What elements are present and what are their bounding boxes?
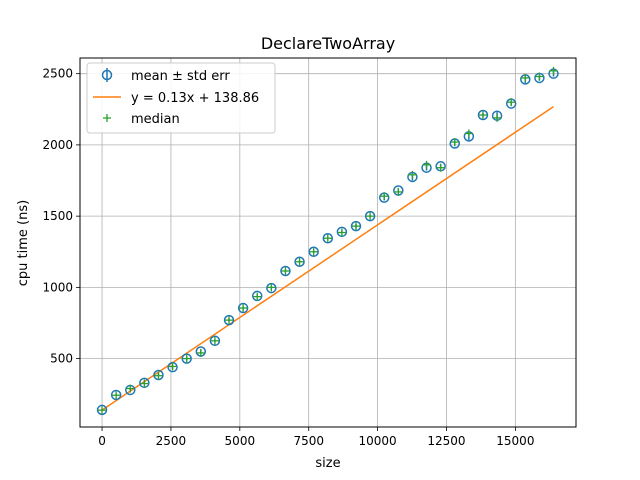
fit-line-layer bbox=[101, 105, 554, 411]
median-point bbox=[351, 222, 360, 231]
x-tick-label: 5000 bbox=[225, 434, 256, 448]
median-point bbox=[267, 283, 276, 292]
median-point bbox=[436, 163, 445, 172]
mean-marker bbox=[364, 210, 376, 222]
median-point bbox=[196, 348, 205, 357]
y-tick-label: 2000 bbox=[42, 138, 73, 152]
median-point bbox=[182, 354, 191, 363]
median-point bbox=[168, 362, 177, 371]
x-axis-ticks: 0 2500 5000 7500 10000 12500 15000 bbox=[98, 427, 534, 448]
y-tick-label: 1000 bbox=[42, 280, 73, 294]
legend-box bbox=[86, 62, 276, 134]
median-point bbox=[394, 187, 403, 196]
median-point bbox=[478, 110, 487, 119]
legend-median-marker bbox=[103, 114, 111, 122]
legend-fit-label: y = 0.13x + 138.86 bbox=[131, 91, 259, 106]
x-axis-label: size bbox=[315, 456, 340, 471]
median-point bbox=[507, 98, 516, 107]
median-point bbox=[464, 129, 473, 138]
legend-mean-marker bbox=[101, 68, 113, 82]
median-series bbox=[98, 66, 558, 415]
chart-title: DeclareTwoArray bbox=[261, 34, 395, 53]
median-point bbox=[253, 292, 262, 301]
median-point bbox=[239, 304, 248, 313]
median-point bbox=[295, 257, 304, 266]
median-point bbox=[98, 406, 107, 415]
median-point bbox=[380, 192, 389, 201]
median-point bbox=[493, 113, 502, 122]
x-tick-label: 0 bbox=[98, 434, 106, 448]
mean-marker bbox=[209, 335, 221, 347]
legend: mean ± std err y = 0.13x + 138.86 median bbox=[86, 62, 276, 134]
x-tick-label: 7500 bbox=[293, 434, 324, 448]
median-point bbox=[549, 66, 558, 75]
median-point bbox=[408, 170, 417, 179]
mean-marker bbox=[477, 109, 489, 121]
median-point bbox=[281, 266, 290, 275]
mean-marker bbox=[308, 246, 319, 258]
y-tick-label: 2500 bbox=[42, 67, 73, 81]
y-tick-label: 1500 bbox=[42, 209, 73, 223]
mean-marker bbox=[110, 389, 122, 401]
y-axis-label: cpu time (ns) bbox=[16, 200, 31, 286]
plot-frame bbox=[79, 57, 577, 428]
fit-line bbox=[101, 105, 554, 411]
y-axis-ticks: 500 1000 1500 2000 2500 bbox=[42, 67, 80, 366]
x-tick-label: 15000 bbox=[496, 434, 534, 448]
median-point bbox=[225, 316, 234, 325]
median-point bbox=[535, 72, 544, 81]
mean-marker bbox=[294, 256, 305, 267]
mean-marker bbox=[223, 314, 235, 326]
median-point bbox=[323, 234, 332, 243]
median-point bbox=[154, 371, 163, 380]
y-tick-label: 500 bbox=[50, 352, 73, 366]
mean-marker bbox=[280, 265, 291, 277]
median-point bbox=[422, 160, 431, 169]
mean-marker bbox=[350, 220, 362, 232]
mean-marker bbox=[237, 302, 249, 314]
mean-marker bbox=[322, 232, 334, 244]
mean-marker bbox=[181, 353, 192, 364]
x-tick-label: 10000 bbox=[359, 434, 397, 448]
median-point bbox=[210, 336, 219, 345]
median-point bbox=[140, 379, 149, 388]
median-point bbox=[366, 212, 375, 221]
x-tick-label: 2500 bbox=[156, 434, 187, 448]
median-point bbox=[337, 228, 346, 237]
legend-median-label: median bbox=[131, 112, 180, 127]
median-point bbox=[450, 138, 459, 147]
median-point bbox=[112, 391, 121, 400]
median-point bbox=[126, 384, 135, 393]
x-tick-label: 12500 bbox=[427, 434, 465, 448]
legend-mean-label: mean ± std err bbox=[131, 69, 230, 84]
median-point bbox=[521, 73, 530, 82]
mean-marker bbox=[96, 404, 108, 416]
median-point bbox=[309, 247, 318, 256]
